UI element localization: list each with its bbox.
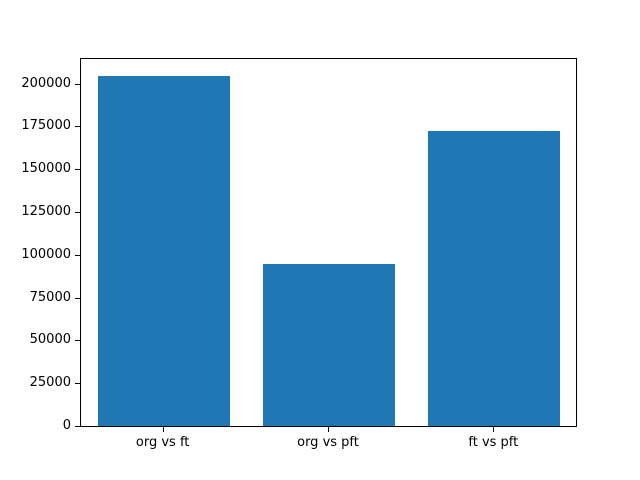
bars-layer: [81, 59, 576, 426]
x-tick-label-org-vs-ft: org vs ft: [135, 435, 190, 450]
x-tick-label-org-vs-pft: org vs pft: [297, 435, 359, 450]
y-tick-label: 0: [62, 418, 71, 433]
x-tick-mark: [162, 427, 164, 432]
y-tick-label: 125000: [21, 204, 71, 220]
bar-org-vs-ft: [97, 76, 230, 426]
y-tick-label: 200000: [21, 75, 71, 91]
y-tick-label: 50000: [29, 332, 71, 348]
y-tick-label: 175000: [21, 118, 71, 134]
x-tick-mark: [493, 427, 495, 432]
x-tick-mark: [328, 427, 329, 432]
y-tick-label: 25000: [29, 375, 71, 391]
plot-area: [80, 58, 577, 427]
bar-org-vs-pft: [262, 263, 396, 426]
y-tick-label: 100000: [21, 246, 71, 262]
y-tick-label: 75000: [29, 289, 71, 305]
bar-ft-vs-pft: [428, 130, 561, 426]
x-tick-label-ft-vs-pft: ft vs pft: [468, 435, 519, 450]
y-tick-label: 150000: [21, 161, 71, 177]
